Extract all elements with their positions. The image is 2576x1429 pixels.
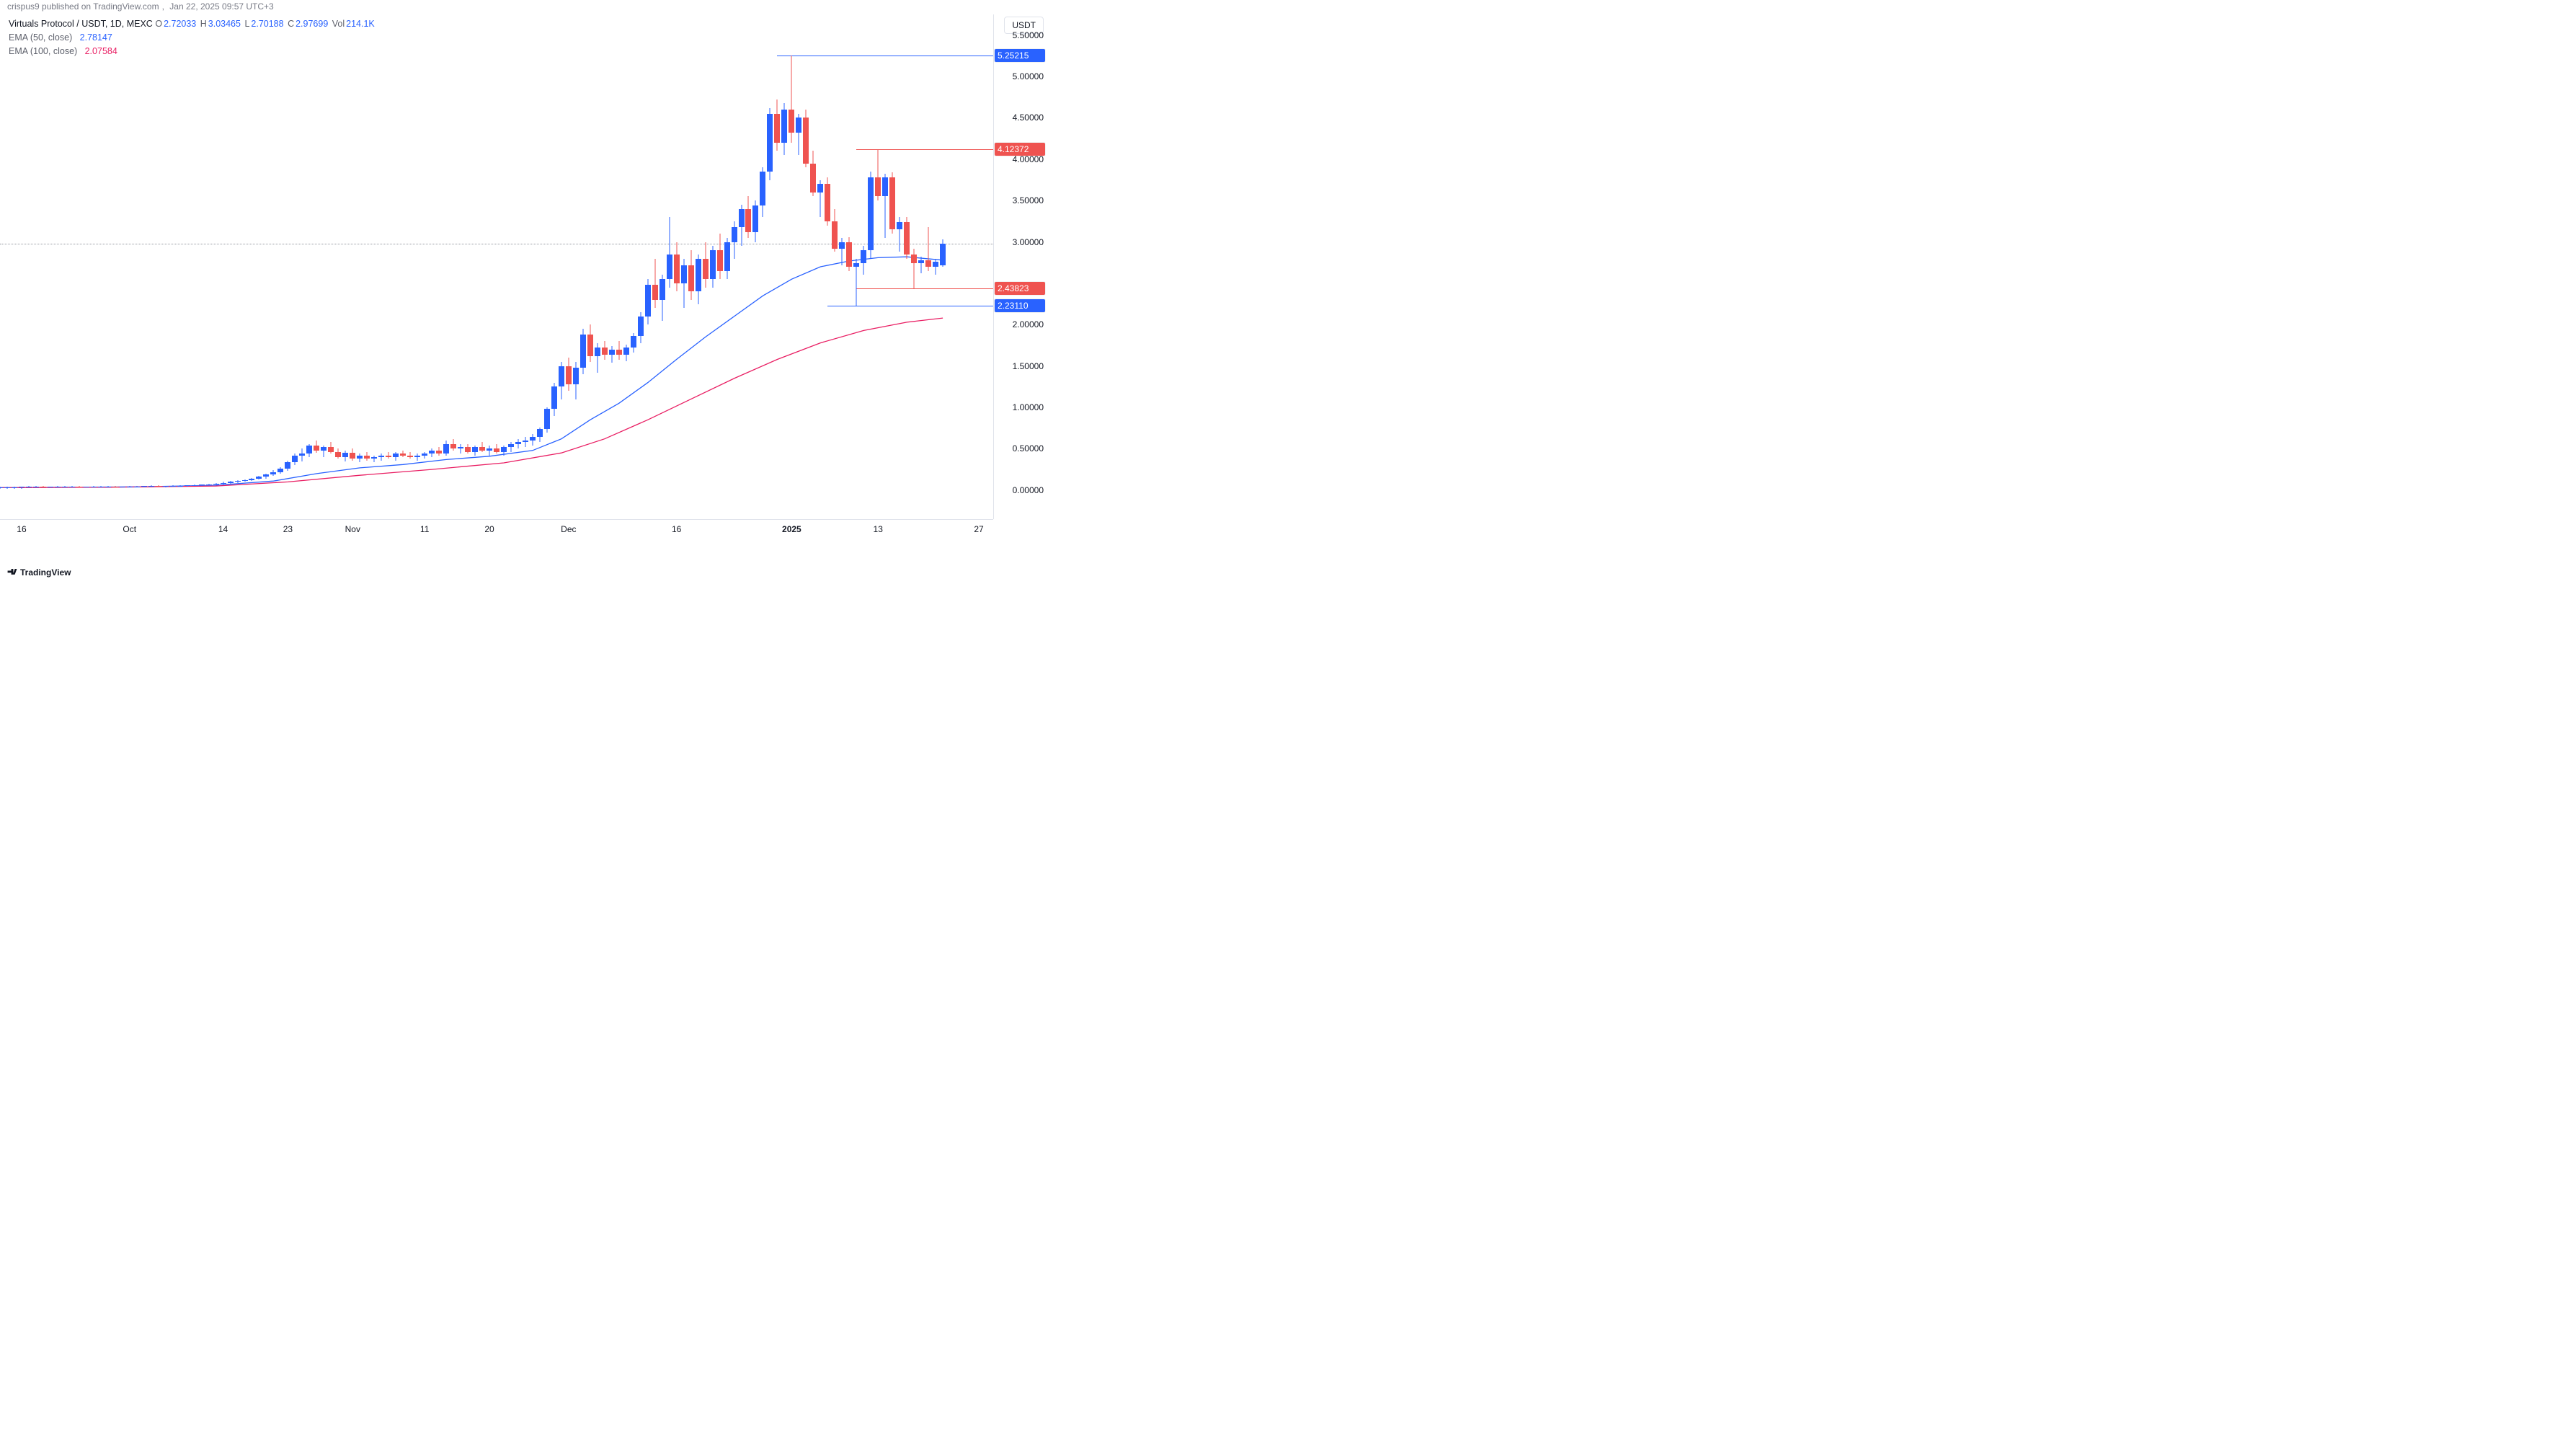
x-tick: Oct bbox=[123, 524, 136, 534]
x-tick: 27 bbox=[974, 524, 983, 534]
ema100-line[interactable] bbox=[0, 318, 943, 487]
x-tick: 23 bbox=[283, 524, 293, 534]
x-tick: Dec bbox=[561, 524, 576, 534]
verb: published on bbox=[42, 1, 91, 12]
publish-date: Jan 22, 2025 09:57 UTC+3 bbox=[169, 1, 273, 12]
y-tick: 1.50000 bbox=[1013, 361, 1044, 371]
price-tag: 2.23110 bbox=[995, 299, 1045, 312]
price-tag: 4.12372 bbox=[995, 143, 1045, 156]
chart-root: crispus9 published on TradingView.com, J… bbox=[0, 0, 1049, 582]
y-axis[interactable]: 5.50000 5.00000 4.50000 4.00000 3.50000 3.000… bbox=[993, 14, 1049, 519]
y-tick: 1.00000 bbox=[1013, 402, 1044, 412]
x-axis[interactable]: 16 Oct 14 23 Nov 11 20 Dec 16 2025 13 27 bbox=[0, 519, 993, 541]
y-tick: 3.50000 bbox=[1013, 195, 1044, 205]
y-tick: 3.00000 bbox=[1013, 237, 1044, 247]
y-tick: 0.50000 bbox=[1013, 443, 1044, 454]
y-tick: 0.00000 bbox=[1013, 485, 1044, 495]
price-tag: 5.25215 bbox=[995, 49, 1045, 62]
x-tick: 11 bbox=[420, 524, 429, 534]
horizontal-line[interactable] bbox=[856, 288, 993, 289]
publish-header: crispus9 published on TradingView.com, J… bbox=[7, 1, 274, 12]
x-tick: 2025 bbox=[782, 524, 801, 534]
tradingview-brand[interactable]: TradingView bbox=[7, 567, 71, 578]
y-tick: 5.50000 bbox=[1013, 30, 1044, 40]
publisher: crispus9 bbox=[7, 1, 40, 12]
ema50-line[interactable] bbox=[0, 257, 943, 487]
x-tick: 16 bbox=[672, 524, 681, 534]
x-tick: Nov bbox=[345, 524, 360, 534]
horizontal-line[interactable] bbox=[856, 149, 993, 150]
x-tick: 14 bbox=[218, 524, 228, 534]
tradingview-icon bbox=[7, 569, 17, 576]
y-tick: 4.00000 bbox=[1013, 154, 1044, 164]
y-tick: 5.00000 bbox=[1013, 71, 1044, 81]
x-tick: 13 bbox=[874, 524, 883, 534]
y-tick: 4.50000 bbox=[1013, 112, 1044, 123]
price-tag: 2.43823 bbox=[995, 282, 1045, 295]
y-tick: 2.00000 bbox=[1013, 319, 1044, 329]
chart-plot[interactable] bbox=[0, 14, 993, 519]
x-tick: 16 bbox=[17, 524, 26, 534]
site: TradingView.com bbox=[93, 1, 159, 12]
x-tick: 20 bbox=[484, 524, 494, 534]
